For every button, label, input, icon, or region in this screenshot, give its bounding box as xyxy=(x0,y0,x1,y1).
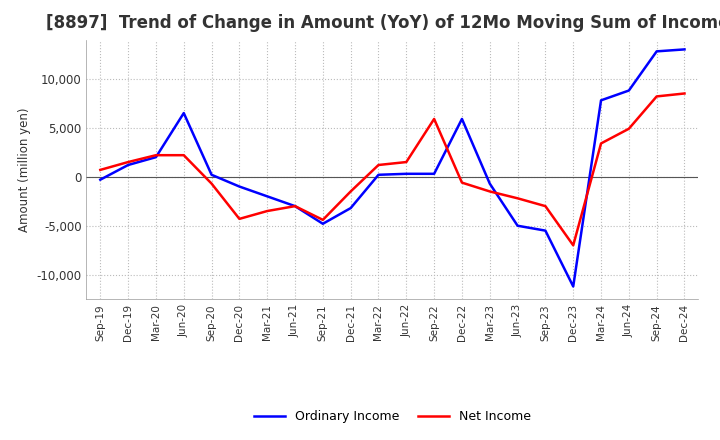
Y-axis label: Amount (million yen): Amount (million yen) xyxy=(18,107,31,231)
Net Income xyxy=(541,203,550,209)
Ordinary Income xyxy=(374,172,383,177)
Net Income xyxy=(485,189,494,194)
Net Income xyxy=(152,153,161,158)
Ordinary Income xyxy=(652,49,661,54)
Net Income xyxy=(458,180,467,185)
Net Income xyxy=(597,141,606,146)
Ordinary Income xyxy=(346,205,355,211)
Ordinary Income xyxy=(291,203,300,209)
Legend: Ordinary Income, Net Income: Ordinary Income, Net Income xyxy=(248,405,536,428)
Net Income xyxy=(513,196,522,201)
Net Income xyxy=(96,167,104,172)
Net Income xyxy=(402,159,410,165)
Net Income xyxy=(263,209,271,214)
Ordinary Income xyxy=(541,228,550,233)
Net Income xyxy=(291,203,300,209)
Ordinary Income xyxy=(624,88,633,93)
Net Income xyxy=(624,126,633,132)
Ordinary Income xyxy=(430,171,438,176)
Ordinary Income xyxy=(318,221,327,227)
Net Income xyxy=(569,243,577,248)
Line: Net Income: Net Income xyxy=(100,93,685,246)
Net Income xyxy=(207,181,216,186)
Ordinary Income xyxy=(597,98,606,103)
Title: [8897]  Trend of Change in Amount (YoY) of 12Mo Moving Sum of Incomes: [8897] Trend of Change in Amount (YoY) o… xyxy=(45,15,720,33)
Ordinary Income xyxy=(96,177,104,182)
Net Income xyxy=(179,153,188,158)
Ordinary Income xyxy=(235,184,243,189)
Ordinary Income xyxy=(207,172,216,177)
Ordinary Income xyxy=(513,223,522,228)
Ordinary Income xyxy=(458,116,467,121)
Ordinary Income xyxy=(569,284,577,289)
Ordinary Income xyxy=(402,171,410,176)
Ordinary Income xyxy=(152,154,161,160)
Line: Ordinary Income: Ordinary Income xyxy=(100,49,685,286)
Net Income xyxy=(318,217,327,223)
Ordinary Income xyxy=(485,181,494,186)
Ordinary Income xyxy=(124,162,132,168)
Net Income xyxy=(346,189,355,194)
Ordinary Income xyxy=(179,110,188,116)
Net Income xyxy=(235,216,243,221)
Ordinary Income xyxy=(263,194,271,199)
Net Income xyxy=(652,94,661,99)
Net Income xyxy=(124,159,132,165)
Ordinary Income xyxy=(680,47,689,52)
Net Income xyxy=(680,91,689,96)
Net Income xyxy=(374,162,383,168)
Net Income xyxy=(430,116,438,121)
